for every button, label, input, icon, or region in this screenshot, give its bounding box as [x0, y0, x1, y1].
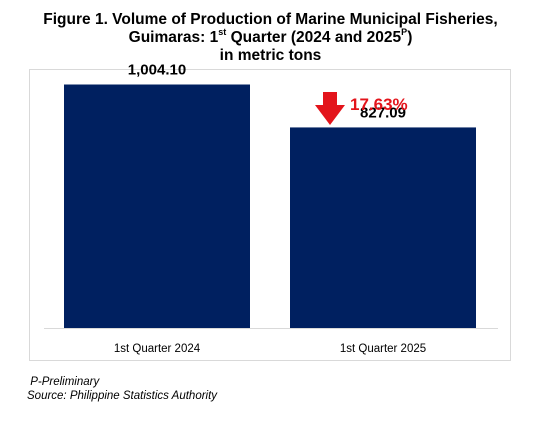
- chart-title-part: Guimaras: 1: [128, 29, 219, 46]
- chart-title-part: Quarter (2024 and 2025: [226, 29, 402, 46]
- bar: [290, 127, 476, 329]
- source-note: Source: Philippine Statistics Authority: [27, 390, 218, 402]
- chart-title-line-1: Figure 1. Volume of Production of Marine…: [43, 11, 498, 28]
- chart-title-line-2: Guimaras: 1st Quarter (2024 and 2025P): [0, 26, 541, 47]
- bar: [64, 84, 250, 328]
- chart-title-superscript: P: [401, 26, 408, 37]
- chart-title-line-3: in metric tons: [219, 47, 322, 64]
- down-arrow-icon: [315, 92, 345, 125]
- change-percentage-label: 17.63%: [350, 95, 408, 114]
- x-tick-label: 1st Quarter 2024: [114, 343, 201, 355]
- data-label: 1,004.10: [128, 62, 186, 79]
- chart-title: Figure 1. Volume of Production of Marine…: [0, 11, 541, 65]
- chart-title-superscript: st: [218, 26, 227, 37]
- footnotes: P-Preliminary Source: Philippine Statist…: [27, 375, 217, 403]
- x-tick-label: 1st Quarter 2025: [340, 343, 426, 355]
- preliminary-note: P-Preliminary: [27, 376, 100, 388]
- data-label: 827.09: [360, 104, 406, 121]
- chart-title-part: ): [407, 29, 413, 46]
